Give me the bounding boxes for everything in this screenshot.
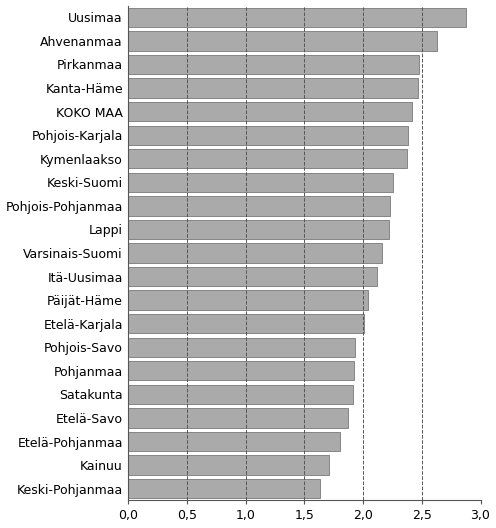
Bar (128, 196, 390, 215)
Bar (128, 31, 437, 51)
Bar (128, 408, 348, 428)
Bar (128, 78, 418, 98)
Bar (128, 149, 407, 168)
Bar (128, 479, 320, 498)
Bar (128, 102, 413, 121)
Bar (128, 126, 408, 145)
Bar (128, 361, 354, 381)
Bar (128, 314, 365, 333)
Bar (128, 432, 340, 451)
Bar (128, 456, 329, 475)
Bar (128, 55, 420, 74)
Bar (128, 290, 368, 310)
Bar (128, 385, 353, 404)
Bar (128, 8, 466, 27)
Bar (128, 267, 377, 286)
Bar (128, 173, 392, 192)
Bar (128, 220, 389, 239)
Bar (128, 243, 382, 262)
Bar (128, 337, 355, 357)
